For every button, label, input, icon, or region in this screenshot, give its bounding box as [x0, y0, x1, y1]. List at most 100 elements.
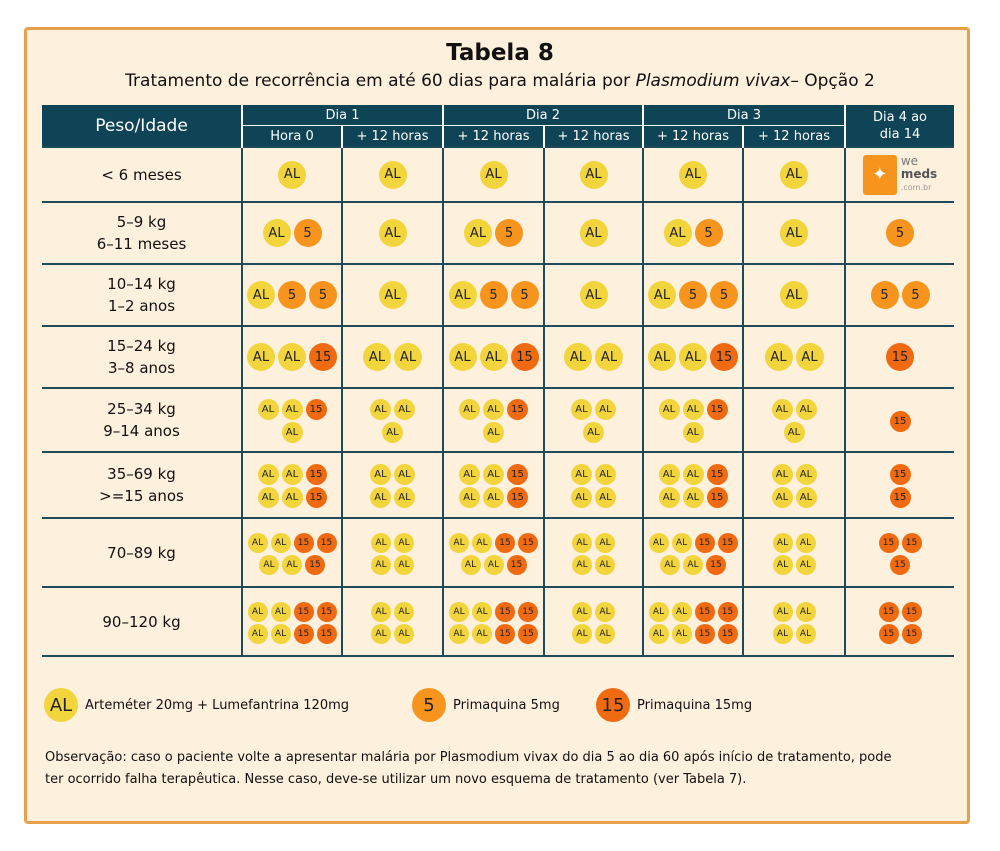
- pill-row: AL: [783, 422, 805, 443]
- al-pill: AL: [483, 555, 504, 575]
- dose-cell: 15 15 15: [844, 517, 954, 587]
- pill-row: 15: [889, 487, 911, 508]
- legend-p5-pill: 5: [412, 688, 446, 722]
- pill-stack: 15: [886, 343, 914, 371]
- al-pill: AL: [448, 343, 477, 371]
- pill-row: AL 5: [663, 219, 723, 247]
- note-line-1: Observação: caso o paciente volte a apre…: [45, 750, 892, 765]
- pill-row: AL AL: [363, 343, 422, 371]
- al-pill: AL: [772, 555, 793, 575]
- dose-cell: AL: [341, 146, 443, 202]
- pill-row: 15: [889, 410, 911, 432]
- pill-stack: AL AL 15 15 AL AL 15: [648, 533, 738, 575]
- al-pill: AL: [579, 281, 608, 309]
- al-pill: AL: [257, 487, 279, 508]
- pill-stack: AL AL 15 15 AL AL 15: [449, 533, 538, 575]
- pill-stack: AL: [479, 160, 508, 189]
- al-pill: AL: [483, 422, 504, 443]
- dose-cell: AL 5: [442, 201, 544, 264]
- logo-line1: we: [900, 154, 919, 168]
- header-d3-12h-b: + 12 horas: [742, 125, 845, 147]
- table-row: 5–9 kg 6–11 meses AL 5 AL AL 5 AL AL 5 AL 5: [42, 201, 954, 264]
- al-pill: AL: [572, 602, 592, 622]
- primaquina-15-pill: 15: [706, 487, 728, 508]
- primaquina-15-pill: 15: [878, 602, 899, 622]
- pill-stack: AL 5 5: [247, 281, 337, 309]
- primaquina-15-pill: 15: [518, 624, 538, 644]
- primaquina-15-pill: 15: [706, 555, 726, 575]
- primaquina-15-pill: 15: [878, 533, 899, 553]
- header-d2-12h-a: + 12 horas: [442, 125, 544, 147]
- pill-stack: AL AL AL AL: [771, 464, 817, 508]
- peso-line: 3–8 anos: [107, 359, 176, 377]
- primaquina-15-pill: 15: [889, 464, 911, 485]
- al-pill: AL: [595, 533, 615, 553]
- al-pill: AL: [370, 399, 391, 420]
- pill-row: AL: [378, 160, 407, 189]
- primaquina-15-pill: 15: [518, 533, 538, 553]
- pill-row: AL AL: [771, 487, 817, 508]
- primaquina-15-pill: 15: [889, 487, 911, 508]
- al-pill: AL: [682, 464, 704, 485]
- al-pill: AL: [648, 533, 669, 553]
- pill-row: AL AL: [370, 464, 415, 485]
- primaquina-15-pill: 15: [510, 343, 539, 371]
- al-pill: AL: [795, 555, 816, 575]
- dose-cell: AL AL 15 AL: [642, 387, 743, 452]
- dose-cell: AL AL 15 15 AL AL 15 15: [642, 586, 743, 657]
- al-pill: AL: [772, 533, 793, 553]
- row-peso-label: 90–120 kg: [42, 586, 242, 657]
- pill-row: AL AL: [772, 624, 816, 644]
- primaquina-15-pill: 15: [495, 533, 515, 553]
- pill-row: AL AL 15: [459, 399, 528, 420]
- al-pill: AL: [394, 487, 415, 508]
- dose-cell: AL AL 15 15 AL AL 15 15: [241, 586, 342, 657]
- legend-p5-text: Primaquina 5mg: [453, 697, 560, 713]
- table-row: 15–24 kg 3–8 anos AL AL 15 AL AL AL AL 15 AL AL AL AL…: [42, 325, 954, 388]
- pill-row: 15: [890, 555, 910, 575]
- table-row: 90–120 kg AL AL 15 15 AL AL 15 15 AL AL AL AL AL AL 15 1…: [42, 586, 954, 657]
- dose-cell: AL AL 15 15 AL AL 15: [241, 517, 342, 587]
- pill-row: AL: [583, 422, 604, 443]
- primaquina-5-pill: 5: [278, 281, 306, 309]
- pill-stack: AL AL: [564, 343, 623, 371]
- primaquina-15-pill: 15: [710, 343, 738, 371]
- table-row: 35–69 kg >=15 anos AL AL 15 AL AL 15 AL AL AL AL AL A…: [42, 451, 954, 518]
- page-subtitle: Tratamento de recorrência em até 60 dias…: [0, 71, 1000, 91]
- primaquina-15-pill: 15: [309, 343, 337, 371]
- primaquina-15-pill: 15: [293, 533, 314, 553]
- pill-stack: AL: [679, 160, 707, 189]
- peso-line: >=15 anos: [99, 487, 184, 505]
- al-pill: AL: [449, 533, 469, 553]
- pill-row: AL AL 15: [648, 343, 738, 371]
- dose-cell: AL AL AL AL: [742, 517, 845, 587]
- pill-stack: AL 5 5: [448, 281, 539, 309]
- primaquina-5-pill: 5: [870, 281, 899, 309]
- al-pill: AL: [449, 624, 469, 644]
- dose-cell: AL AL 15 15 AL AL 15: [642, 517, 743, 587]
- table-row: 70–89 kg AL AL 15 15 AL AL 15 AL AL AL AL AL AL 15 15 AL…: [42, 517, 954, 587]
- legend-al-pill: AL: [44, 688, 78, 722]
- primaquina-5-pill: 5: [694, 219, 723, 247]
- header-d3-12h-a: + 12 horas: [642, 125, 743, 147]
- primaquina-5-pill: 5: [679, 281, 707, 309]
- peso-line: 9–14 anos: [103, 422, 180, 440]
- al-pill: AL: [648, 602, 669, 622]
- al-pill: AL: [795, 343, 824, 371]
- al-pill: AL: [282, 555, 302, 575]
- al-pill: AL: [671, 533, 692, 553]
- al-pill: AL: [679, 343, 707, 371]
- al-pill: AL: [795, 464, 817, 485]
- al-pill: AL: [682, 422, 704, 443]
- dose-cell: AL AL 15: [442, 325, 544, 388]
- al-pill: AL: [648, 624, 669, 644]
- al-pill: AL: [281, 464, 303, 485]
- pill-row: AL AL 15: [658, 399, 728, 420]
- al-pill: AL: [483, 399, 504, 420]
- al-pill: AL: [595, 399, 616, 420]
- pill-stack: AL AL 15 AL: [658, 399, 728, 443]
- row-peso-label: 15–24 kg 3–8 anos: [42, 325, 242, 388]
- primaquina-15-pill: 15: [507, 487, 528, 508]
- al-pill: AL: [795, 624, 816, 644]
